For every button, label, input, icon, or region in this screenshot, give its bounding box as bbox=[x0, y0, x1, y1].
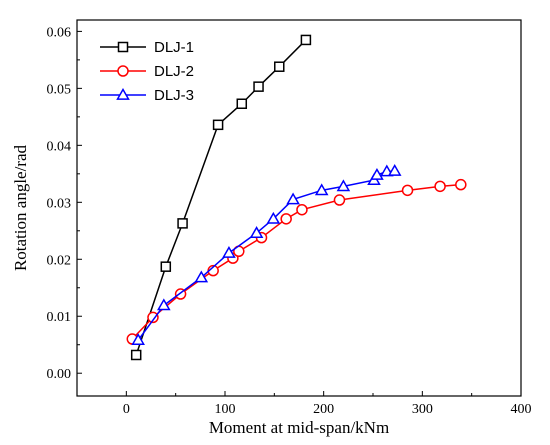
legend-item: DLJ-2 bbox=[100, 63, 194, 80]
y-tick-label: 0.06 bbox=[47, 25, 72, 40]
data-point bbox=[147, 311, 159, 324]
data-point bbox=[130, 349, 142, 361]
data-point bbox=[177, 218, 188, 229]
data-point bbox=[236, 98, 248, 109]
data-point bbox=[314, 183, 329, 196]
data-point bbox=[194, 270, 209, 283]
data-point bbox=[274, 61, 285, 72]
data-point bbox=[131, 333, 145, 346]
data-point bbox=[280, 213, 292, 225]
data-point bbox=[387, 163, 402, 176]
data-point bbox=[401, 184, 414, 197]
legend-label: DLJ-1 bbox=[154, 39, 194, 56]
plot-frame bbox=[76, 19, 522, 397]
y-tick-label: 0.00 bbox=[47, 367, 72, 382]
data-point bbox=[370, 167, 384, 180]
x-tick-label: 300 bbox=[412, 402, 433, 417]
x-tick-label: 100 bbox=[215, 402, 236, 417]
data-point bbox=[157, 298, 171, 311]
series-line bbox=[131, 183, 461, 340]
data-point bbox=[160, 261, 172, 272]
y-tick-label: 0.02 bbox=[47, 253, 72, 268]
data-point bbox=[333, 194, 346, 206]
y-axis-title: Rotation angle/rad bbox=[11, 144, 30, 271]
x-tick-label: 0 bbox=[123, 402, 130, 417]
data-point bbox=[296, 203, 308, 216]
series-dlj-1 bbox=[130, 34, 312, 361]
legend-label: DLJ-3 bbox=[154, 87, 194, 104]
legend-label: DLJ-2 bbox=[154, 63, 194, 80]
data-point bbox=[266, 211, 281, 224]
y-tick-label: 0.05 bbox=[47, 82, 72, 97]
data-point bbox=[249, 226, 264, 238]
x-axis-title: Moment at mid-span/kNm bbox=[209, 418, 389, 437]
x-axis: 0 100 200 300 400 bbox=[76, 391, 532, 417]
legend-marker bbox=[117, 41, 129, 53]
legend-item: DLJ-1 bbox=[100, 39, 194, 56]
y-axis: 0.00 0.01 0.02 0.03 0.04 0.05 0.06 bbox=[47, 25, 82, 382]
y-tick-label: 0.03 bbox=[47, 196, 72, 211]
legend: DLJ-1 DLJ-2 DLJ-3 bbox=[100, 39, 194, 104]
data-point bbox=[222, 245, 236, 258]
data-point bbox=[286, 192, 300, 205]
y-tick-label: 0.01 bbox=[47, 310, 72, 325]
data-point bbox=[434, 180, 446, 193]
data-point bbox=[300, 34, 312, 46]
data-point bbox=[455, 178, 467, 191]
series-line bbox=[137, 170, 395, 341]
legend-item: DLJ-3 bbox=[100, 87, 194, 104]
data-point bbox=[253, 81, 264, 92]
data-point bbox=[212, 119, 224, 131]
series-dlj-3 bbox=[131, 163, 402, 346]
x-tick-label: 400 bbox=[511, 402, 532, 417]
series-layer bbox=[126, 34, 467, 361]
legend-marker bbox=[116, 87, 130, 100]
x-tick-label: 200 bbox=[313, 402, 334, 417]
legend-marker bbox=[117, 65, 129, 77]
y-tick-label: 0.04 bbox=[47, 139, 72, 154]
data-point bbox=[336, 179, 351, 192]
